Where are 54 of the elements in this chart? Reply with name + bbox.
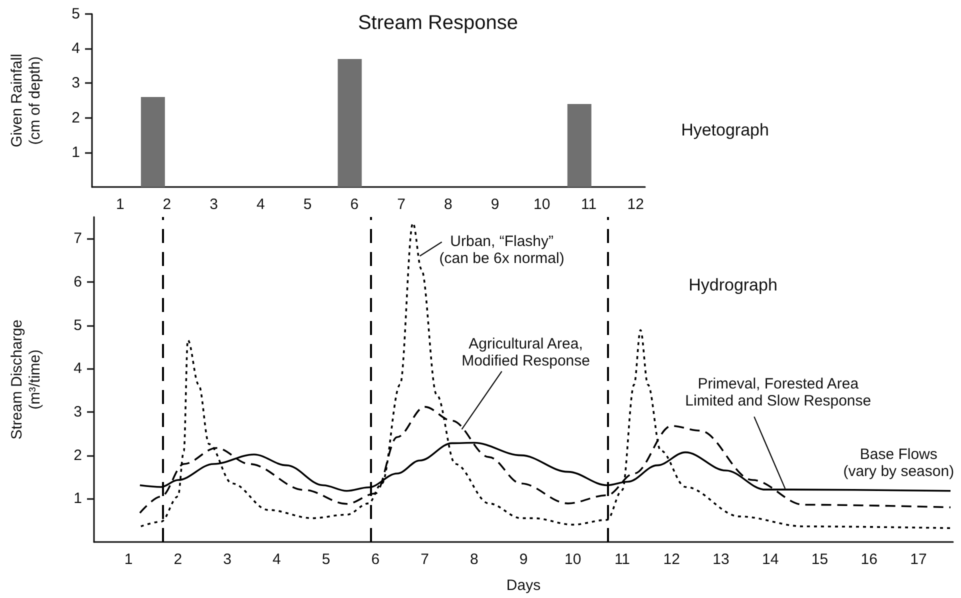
x-tick-label: 5 bbox=[303, 196, 312, 213]
x-tick-label: 5 bbox=[322, 551, 330, 568]
chart-title: Stream Response bbox=[358, 12, 518, 34]
y-tick-label: 1 bbox=[74, 490, 82, 508]
x-tick-label: 2 bbox=[174, 551, 182, 568]
x-tick-label: 2 bbox=[162, 196, 172, 213]
annotation: Urban, “Flashy” (can be 6x normal) bbox=[439, 233, 564, 267]
x-tick-label: 17 bbox=[910, 551, 927, 568]
x-tick-label: 9 bbox=[490, 196, 500, 213]
bar bbox=[567, 104, 592, 187]
x-tick-label: 9 bbox=[519, 551, 528, 568]
x-tick-label: 13 bbox=[712, 551, 730, 568]
bar bbox=[140, 97, 165, 187]
annotation: Agricultural Area, Modified Response bbox=[462, 335, 590, 370]
y-tick-label: 4 bbox=[74, 360, 82, 378]
x-tick-label: 1 bbox=[116, 196, 124, 213]
bar bbox=[338, 58, 362, 187]
annotation: Primeval, Forested Area Limited and Slow Response bbox=[685, 376, 872, 410]
y-axis-title: Given Rainfall (cm of depth) bbox=[8, 54, 44, 148]
x-tick-label: 7 bbox=[397, 196, 406, 213]
y-tick-label: 3 bbox=[72, 74, 80, 92]
y-tick-label: 3 bbox=[74, 404, 82, 420]
y-tick-label: 6 bbox=[74, 274, 82, 290]
x-tick-label: 11 bbox=[580, 196, 597, 213]
x-tick-label: 3 bbox=[223, 551, 232, 568]
x-tick-label: 4 bbox=[256, 196, 265, 213]
annotation: Hydrograph bbox=[688, 276, 778, 294]
x-tick-label: 12 bbox=[663, 551, 680, 568]
x-tick-label: 7 bbox=[420, 551, 429, 568]
x-tick-label: 8 bbox=[444, 196, 452, 213]
x-tick-label: 8 bbox=[470, 551, 478, 568]
x-tick-label: 10 bbox=[564, 551, 582, 568]
y-tick-label: 5 bbox=[74, 316, 82, 334]
x-tick-label: 1 bbox=[124, 551, 133, 568]
y-tick-label: 2 bbox=[72, 109, 80, 126]
y-tick-label: 1 bbox=[72, 144, 80, 161]
x-tick-label: 11 bbox=[614, 551, 630, 568]
x-tick-label: 16 bbox=[860, 551, 878, 568]
y-tick-label: 7 bbox=[74, 230, 82, 248]
x-tick-label: 3 bbox=[210, 196, 218, 213]
annotation: Base Flows (vary by season) bbox=[843, 446, 954, 480]
y-tick-label: 4 bbox=[72, 40, 80, 58]
x-tick-label: 6 bbox=[350, 196, 359, 213]
x-tick-label: 12 bbox=[627, 196, 644, 213]
x-tick-label: 14 bbox=[762, 551, 779, 568]
x-tick-label: 15 bbox=[811, 551, 828, 568]
y-tick-label: 5 bbox=[72, 6, 80, 22]
x-tick-label: 6 bbox=[371, 551, 380, 568]
x-tick-label: 4 bbox=[272, 551, 281, 568]
x-axis-title: Days bbox=[506, 577, 541, 594]
y-tick-label: 2 bbox=[74, 446, 82, 464]
x-tick-label: 10 bbox=[534, 196, 550, 213]
text: Hyetograph bbox=[681, 120, 769, 140]
y-axis-title: Stream Discharge (m³/time) bbox=[8, 319, 44, 440]
